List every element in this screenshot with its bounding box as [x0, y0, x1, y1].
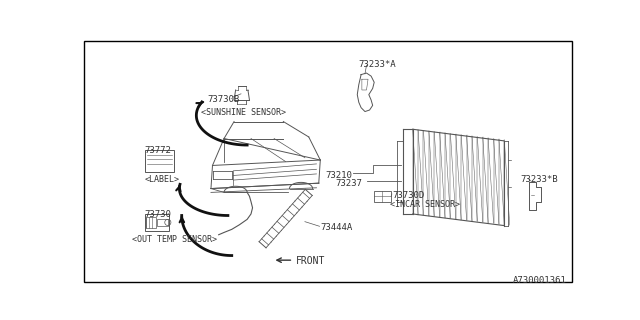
Bar — [374, 191, 391, 202]
Bar — [147, 217, 156, 228]
Text: FRONT: FRONT — [296, 256, 325, 266]
Text: 73772: 73772 — [145, 146, 172, 155]
Text: <SUNSHINE SENSOR>: <SUNSHINE SENSOR> — [201, 108, 286, 117]
Bar — [157, 219, 168, 226]
Bar — [145, 214, 170, 231]
Text: 73237: 73237 — [336, 179, 363, 188]
Text: A730001361: A730001361 — [513, 276, 566, 284]
Text: <LABEL>: <LABEL> — [145, 175, 180, 184]
Text: 73730: 73730 — [145, 210, 172, 219]
Text: <INCAR SENSOR>: <INCAR SENSOR> — [390, 200, 460, 209]
Text: 73730B: 73730B — [207, 95, 239, 104]
Text: 73233*B: 73233*B — [520, 175, 558, 184]
Text: 73210: 73210 — [325, 171, 352, 180]
Bar — [145, 150, 174, 172]
Text: <OUT TEMP SENSOR>: <OUT TEMP SENSOR> — [132, 235, 217, 244]
Text: 73730D: 73730D — [392, 191, 424, 200]
Text: 73444A: 73444A — [320, 223, 353, 232]
Text: 73233*A: 73233*A — [359, 60, 396, 69]
